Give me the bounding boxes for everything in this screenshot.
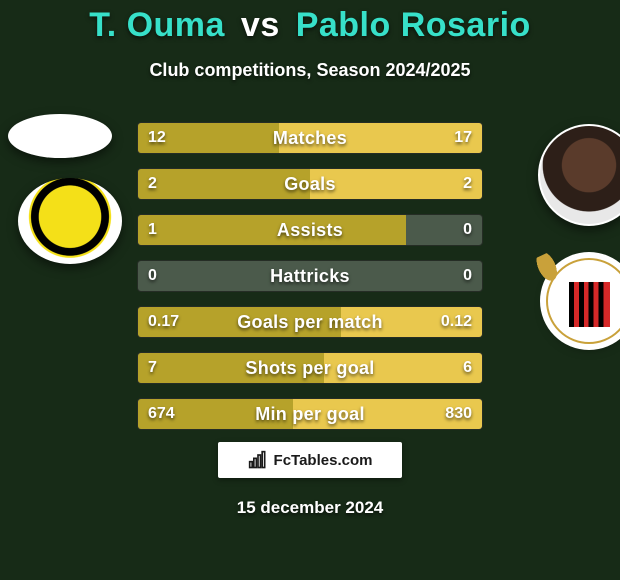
fctables-logo-icon (248, 450, 268, 470)
stat-row: Goals per match0.170.12 (137, 306, 483, 338)
stat-value-left: 1 (138, 215, 167, 245)
stat-row: Goals2 2 (137, 168, 483, 200)
stat-value-left: 674 (138, 399, 185, 429)
stat-label: Goals (138, 169, 482, 199)
stat-value-right: 830 (435, 399, 482, 429)
stat-label: Hattricks (138, 261, 482, 291)
stat-row: Shots per goal7 6 (137, 352, 483, 384)
elfsborg-crest (18, 178, 122, 264)
comparison-bars: Matches1217Goals22Assists10Hattricks00Go… (137, 122, 483, 444)
footer-brand-text: FcTables.com (274, 452, 373, 469)
title-vs: vs (241, 6, 280, 44)
date-text: 15 december 2024 (0, 498, 620, 518)
ouma-avatar (8, 114, 112, 158)
stat-label: Shots per goal (138, 353, 482, 383)
stat-label: Assists (138, 215, 482, 245)
stat-label: Min per goal (138, 399, 482, 429)
stat-value-left: 0.17 (138, 307, 189, 337)
page-title: T. Ouma vs Pablo Rosario (0, 6, 620, 45)
stat-row: Min per goal674 830 (137, 398, 483, 430)
subtitle: Club competitions, Season 2024/2025 (0, 60, 620, 81)
stat-value-left: 2 (138, 169, 167, 199)
stat-row: Matches12 17 (137, 122, 483, 154)
title-player2: Pablo Rosario (296, 6, 531, 44)
footer-brand-badge: FcTables.com (218, 442, 402, 478)
stat-row: Hattricks0 0 (137, 260, 483, 292)
stat-value-right: 2 (453, 169, 482, 199)
stat-value-left: 0 (138, 261, 167, 291)
stat-label: Matches (138, 123, 482, 153)
stat-value-right: 0.12 (431, 307, 482, 337)
stat-value-right: 0 (453, 261, 482, 291)
stat-value-left: 7 (138, 353, 167, 383)
stat-value-right: 17 (444, 123, 482, 153)
title-player1: T. Ouma (89, 6, 225, 44)
stat-value-right: 0 (453, 215, 482, 245)
stat-row: Assists1 0 (137, 214, 483, 246)
stat-value-right: 6 (453, 353, 482, 383)
stat-value-left: 12 (138, 123, 176, 153)
